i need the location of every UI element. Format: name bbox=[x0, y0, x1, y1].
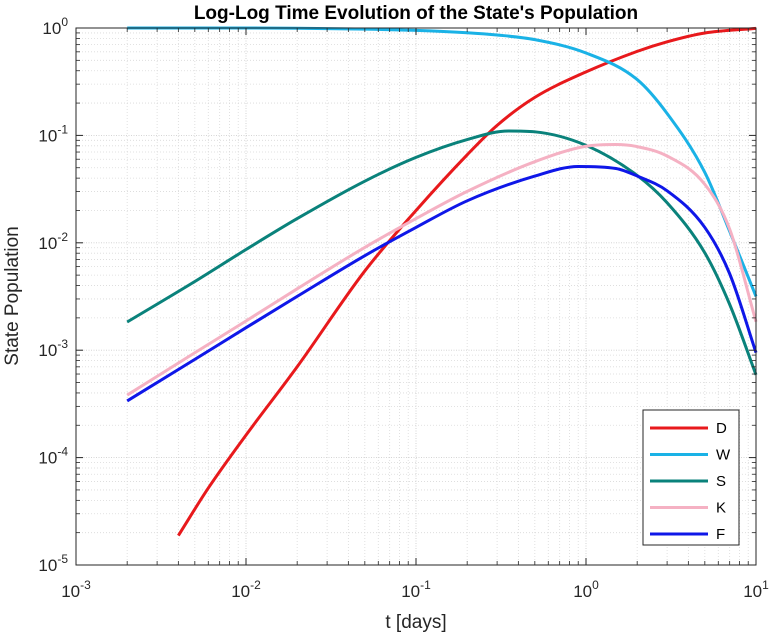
series-line-f bbox=[126, 164, 758, 403]
x-tick-exponent: -3 bbox=[80, 578, 91, 592]
legend-label-f: F bbox=[716, 526, 725, 543]
x-tick-label: 10-2 bbox=[231, 578, 261, 601]
legend-box bbox=[642, 409, 740, 546]
x-tick-label: 101 bbox=[743, 578, 769, 601]
y-tick-exponent: -5 bbox=[57, 552, 68, 566]
series-layer bbox=[126, 26, 758, 537]
x-tick-base: 10 bbox=[401, 582, 420, 601]
y-tick-label: 10-1 bbox=[38, 122, 68, 145]
x-tick-base: 10 bbox=[743, 582, 762, 601]
x-tick-labels: 10-3 10-2 10-1 100 101 bbox=[61, 578, 769, 601]
x-axis-label: t [days] bbox=[385, 612, 446, 633]
x-tick-label: 100 bbox=[573, 578, 599, 601]
tick-marks bbox=[75, 27, 757, 566]
x-tick-exponent: -2 bbox=[250, 578, 261, 592]
y-tick-base: 10 bbox=[38, 556, 57, 575]
y-tick-exponent: -4 bbox=[57, 445, 68, 459]
y-tick-label: 10-3 bbox=[38, 337, 68, 360]
y-tick-base: 10 bbox=[38, 449, 57, 468]
x-tick-base: 10 bbox=[573, 582, 592, 601]
legend-label-s: S bbox=[716, 473, 726, 490]
legend-label-k: K bbox=[716, 500, 726, 517]
series-line-s bbox=[126, 129, 758, 376]
y-tick-base: 10 bbox=[38, 234, 57, 253]
y-tick-base: 10 bbox=[38, 126, 57, 145]
y-tick-exponent: -1 bbox=[57, 122, 68, 136]
x-tick-label: 10-1 bbox=[401, 578, 431, 601]
y-tick-label: 10-2 bbox=[38, 230, 68, 253]
y-tick-exponent: 0 bbox=[61, 15, 68, 29]
y-tick-base: 10 bbox=[38, 341, 57, 360]
y-tick-label: 10-4 bbox=[38, 445, 68, 468]
x-tick-base: 10 bbox=[231, 582, 250, 601]
y-tick-exponent: -2 bbox=[57, 230, 68, 244]
series-line-k bbox=[126, 143, 758, 397]
legend-label-w: W bbox=[716, 447, 731, 464]
y-tick-base: 10 bbox=[42, 19, 61, 38]
x-tick-base: 10 bbox=[61, 582, 80, 601]
x-tick-exponent: 0 bbox=[592, 578, 599, 592]
series-line-d bbox=[177, 26, 757, 537]
y-axis-label: State Population bbox=[2, 226, 23, 365]
x-tick-exponent: 1 bbox=[762, 578, 769, 592]
x-tick-label: 10-3 bbox=[61, 578, 91, 601]
y-tick-label: 10-5 bbox=[38, 552, 68, 575]
y-tick-label: 100 bbox=[42, 15, 68, 38]
x-tick-exponent: -1 bbox=[420, 578, 431, 592]
legend-label-d: D bbox=[716, 420, 727, 437]
chart-title: Log-Log Time Evolution of the State's Po… bbox=[194, 3, 638, 24]
y-tick-exponent: -3 bbox=[57, 337, 68, 351]
